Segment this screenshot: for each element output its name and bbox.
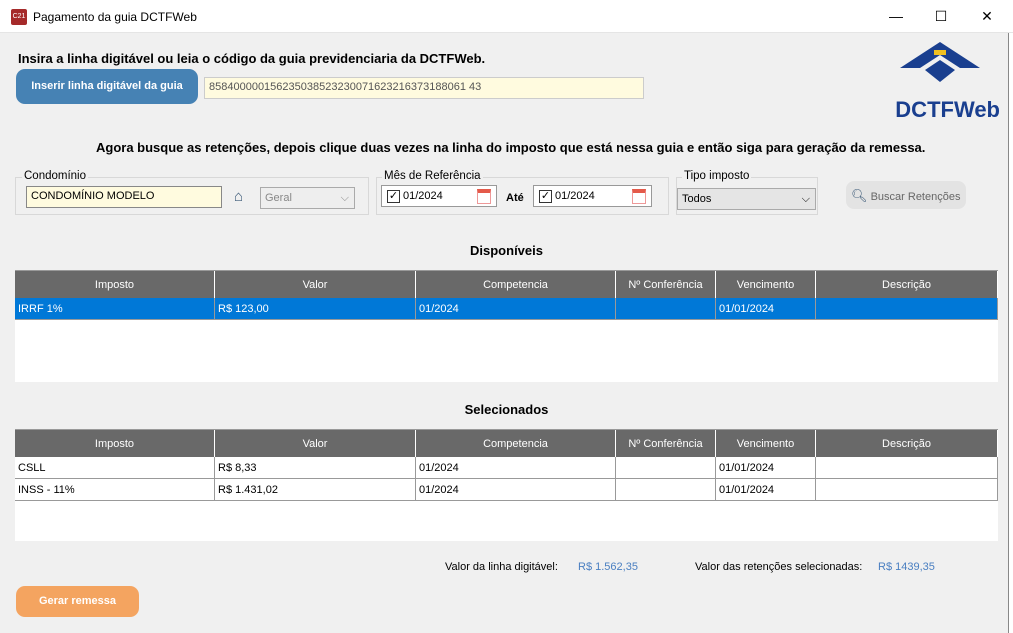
disponiveis-title: Disponíveis — [470, 243, 543, 258]
maximize-button[interactable]: ☐ — [934, 8, 948, 24]
table-cell — [616, 479, 716, 500]
calendar-icon[interactable] — [632, 189, 646, 204]
calendar-icon[interactable] — [477, 189, 491, 204]
date-to-value: 01/2024 — [555, 190, 595, 202]
column-header[interactable]: Descrição — [816, 271, 998, 298]
tipo-imposto-select[interactable]: Todos ⌵ — [677, 188, 816, 210]
table-cell: 01/01/2024 — [716, 457, 816, 478]
table-cell — [816, 479, 998, 500]
column-header[interactable]: Imposto — [15, 430, 215, 457]
table-cell: R$ 123,00 — [215, 298, 416, 319]
bloco-value: Geral — [265, 192, 292, 204]
minimize-button[interactable]: — — [889, 8, 903, 24]
condominio-input[interactable]: CONDOMÍNIO MODELO — [26, 186, 222, 208]
table-row[interactable]: CSLL R$ 8,33 01/2024 01/01/2024 — [15, 457, 998, 479]
column-header[interactable]: Competencia — [416, 271, 616, 298]
table-header: Imposto Valor Competencia Nº Conferência Ven… — [15, 271, 998, 298]
table-header: Imposto Valor Competencia Nº Conferência Ven… — [15, 430, 998, 457]
search-icon: 🔍︎ — [851, 188, 868, 203]
home-search-icon[interactable]: ⌂ — [234, 188, 244, 205]
close-button[interactable]: ✕ — [981, 8, 993, 24]
table-cell — [816, 298, 998, 319]
window-title: Pagamento da guia DCTFWeb — [33, 10, 197, 24]
column-header[interactable]: Nº Conferência — [616, 430, 716, 457]
column-header[interactable]: Imposto — [15, 271, 215, 298]
table-row[interactable]: INSS - 11% R$ 1.431,02 01/2024 01/01/2024 — [15, 479, 998, 501]
retencoes-total-value: R$ 1439,35 — [878, 561, 935, 573]
receita-logo-icon — [900, 42, 980, 82]
column-header[interactable]: Valor — [215, 271, 416, 298]
condominio-group — [15, 177, 369, 215]
table-cell — [616, 457, 716, 478]
table-cell — [616, 298, 716, 319]
buscar-label: Buscar Retenções — [870, 191, 961, 203]
intro-text: Insira a linha digitável ou leia o códig… — [18, 51, 486, 66]
column-header[interactable]: Vencimento — [716, 430, 816, 457]
dctfweb-logo: DCTFWeb — [880, 40, 1000, 122]
table-cell: 01/2024 — [416, 457, 616, 478]
date-from-value: 01/2024 — [403, 190, 443, 202]
gerar-remessa-button[interactable]: Gerar remessa — [16, 586, 139, 617]
chevron-down-icon: ⌵ — [340, 192, 349, 204]
tipo-label: Tipo imposto — [682, 170, 752, 182]
selecionados-title: Selecionados — [464, 402, 549, 417]
table-cell: R$ 1.431,02 — [215, 479, 416, 500]
table-cell: 01/2024 — [416, 298, 616, 319]
disponiveis-table: Imposto Valor Competencia Nº Conferência Ven… — [15, 270, 998, 382]
table-cell: R$ 8,33 — [215, 457, 416, 478]
instruction-text: Agora busque as retenções, depois clique… — [96, 140, 926, 155]
window-border — [1008, 33, 1013, 633]
table-cell: CSLL — [15, 457, 215, 478]
table-cell: 01/01/2024 — [716, 298, 816, 319]
linha-total-value: R$ 1.562,35 — [578, 561, 638, 573]
linha-digitavel-input[interactable]: 8584000001562350385232300716232163731880… — [204, 77, 644, 99]
chevron-down-icon: ⌵ — [801, 193, 810, 205]
date-from-input[interactable]: ✓ 01/2024 — [381, 185, 497, 207]
table-cell: INSS - 11% — [15, 479, 215, 500]
checkbox-icon[interactable]: ✓ — [539, 190, 552, 203]
table-cell: 01/2024 — [416, 479, 616, 500]
column-header[interactable]: Valor — [215, 430, 416, 457]
selecionados-table: Imposto Valor Competencia Nº Conferência Ven… — [15, 429, 998, 541]
mes-referencia-group — [376, 177, 669, 215]
column-header[interactable]: Descrição — [816, 430, 998, 457]
logo-text: DCTFWeb — [895, 97, 1000, 122]
table-cell — [816, 457, 998, 478]
column-header[interactable]: Competencia — [416, 430, 616, 457]
bloco-select[interactable]: Geral ⌵ — [260, 187, 355, 209]
checkbox-icon[interactable]: ✓ — [387, 190, 400, 203]
date-to-input[interactable]: ✓ 01/2024 — [533, 185, 652, 207]
condominio-label: Condomínio — [22, 170, 89, 182]
table-row[interactable]: IRRF 1% R$ 123,00 01/2024 01/01/2024 — [15, 298, 998, 320]
app-icon: C21 — [11, 9, 27, 25]
tipo-value: Todos — [682, 193, 712, 205]
buscar-retencoes-button[interactable]: 🔍︎ Buscar Retenções — [846, 181, 966, 209]
mes-label: Mês de Referência — [382, 170, 483, 182]
title-bar: C21 Pagamento da guia DCTFWeb — ☐ ✕ — [0, 0, 1013, 33]
column-header[interactable]: Vencimento — [716, 271, 816, 298]
column-header[interactable]: Nº Conferência — [616, 271, 716, 298]
table-cell: IRRF 1% — [15, 298, 215, 319]
retencoes-total-label: Valor das retenções selecionadas: — [695, 561, 863, 573]
linha-total-label: Valor da linha digitável: — [445, 561, 558, 573]
table-cell: 01/01/2024 — [716, 479, 816, 500]
ate-label: Até — [506, 192, 524, 204]
insert-linha-button[interactable]: Inserir linha digitável da guia — [16, 69, 198, 104]
